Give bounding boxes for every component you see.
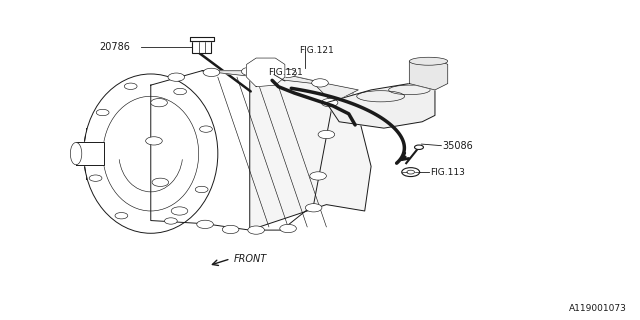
Circle shape	[164, 218, 177, 224]
Circle shape	[280, 224, 296, 233]
Circle shape	[124, 83, 137, 90]
Circle shape	[310, 172, 326, 180]
Circle shape	[415, 145, 424, 149]
Ellipse shape	[84, 74, 218, 233]
Polygon shape	[202, 71, 358, 103]
Text: FIG.121: FIG.121	[300, 45, 334, 55]
Polygon shape	[410, 58, 448, 90]
Ellipse shape	[70, 142, 82, 165]
Circle shape	[248, 226, 264, 234]
Circle shape	[321, 99, 338, 107]
Circle shape	[168, 73, 184, 81]
Bar	[192, 41, 211, 52]
Circle shape	[115, 212, 128, 219]
Circle shape	[280, 69, 296, 77]
Circle shape	[151, 99, 168, 107]
Circle shape	[305, 204, 322, 212]
Polygon shape	[151, 71, 333, 230]
Polygon shape	[326, 84, 435, 128]
Circle shape	[200, 126, 212, 132]
Circle shape	[402, 168, 420, 177]
Circle shape	[203, 68, 220, 76]
Circle shape	[318, 130, 335, 139]
Polygon shape	[246, 58, 285, 87]
Circle shape	[173, 88, 186, 95]
Text: FIG.121: FIG.121	[268, 68, 302, 77]
Text: 35086: 35086	[443, 141, 474, 151]
Circle shape	[96, 109, 109, 116]
Text: FIG.113: FIG.113	[430, 168, 465, 177]
Polygon shape	[76, 142, 104, 165]
Ellipse shape	[410, 57, 448, 65]
Circle shape	[146, 137, 163, 145]
Text: 20786: 20786	[100, 42, 131, 52]
Circle shape	[89, 175, 102, 181]
Circle shape	[172, 207, 188, 215]
Circle shape	[241, 67, 258, 76]
Text: A119001073: A119001073	[569, 304, 627, 313]
Circle shape	[222, 225, 239, 234]
Circle shape	[196, 220, 213, 228]
Circle shape	[312, 79, 328, 87]
Polygon shape	[189, 37, 214, 41]
Circle shape	[152, 178, 169, 187]
Text: FRONT: FRONT	[234, 254, 267, 264]
Circle shape	[195, 186, 208, 193]
Polygon shape	[250, 71, 371, 230]
